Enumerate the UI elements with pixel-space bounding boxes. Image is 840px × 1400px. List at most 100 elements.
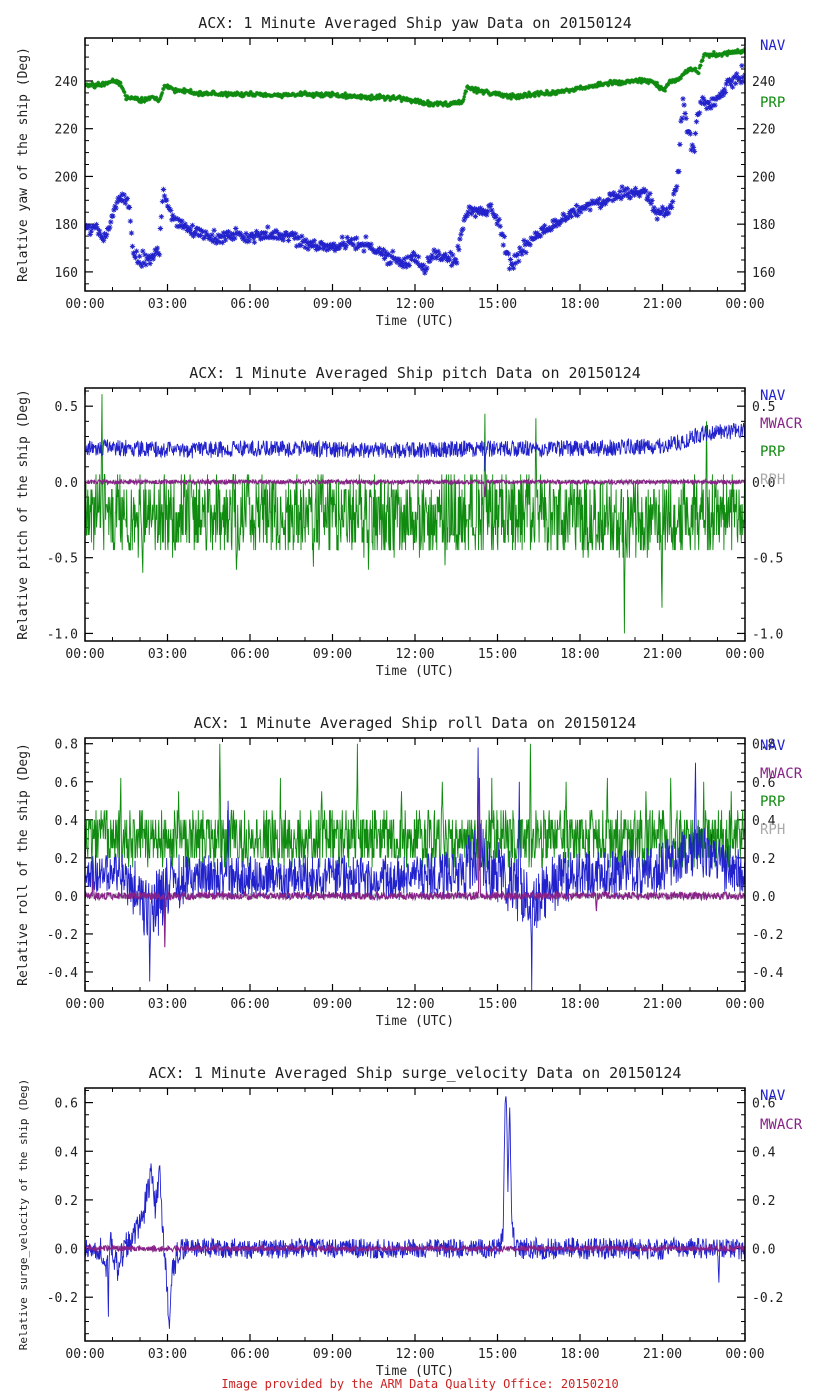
legend-mwacr: MWACR [760,766,803,782]
y-tick-label-right: 0.2 [752,1194,775,1209]
x-tick-label: 00:00 [65,1347,104,1362]
y-tick-label-left: 0.6 [55,1097,78,1112]
y-tick-label-left: 0.2 [55,1194,78,1209]
legend-rph: RPH [760,822,785,838]
x-axis-label: Time (UTC) [376,664,454,679]
y-tick-label-right: 200 [752,170,775,185]
y-tick-label-left: 240 [55,75,78,90]
x-tick-label: 12:00 [395,1347,434,1362]
series-mwacr [85,477,745,498]
legend-nav: NAV [760,388,786,404]
series-prp [85,743,745,868]
series-nav [85,1096,745,1329]
x-tick-label: 15:00 [478,1347,517,1362]
x-tick-label: 21:00 [643,1347,682,1362]
y-tick-label-left: 0.0 [55,476,78,491]
y-tick-label-right: 0.0 [752,890,775,905]
x-tick-label: 03:00 [148,1347,187,1362]
x-tick-label: 21:00 [643,297,682,312]
panel-4: ACX: 1 Minute Averaged Ship surge_veloci… [17,1064,803,1379]
x-tick-label: 00:00 [725,1347,764,1362]
plot-title: ACX: 1 Minute Averaged Ship surge_veloci… [149,1064,682,1082]
x-tick-label: 21:00 [643,647,682,662]
series-mwacr [85,1243,745,1254]
y-tick-label-left: 220 [55,123,78,138]
series-group [85,1096,745,1329]
x-tick-label: 00:00 [725,997,764,1012]
y-tick-label-right: 0.2 [752,852,775,867]
y-tick-label-left: 200 [55,170,78,185]
y-tick-label-left: 0.2 [55,852,78,867]
x-tick-label: 18:00 [560,647,599,662]
y-tick-label-right: 0.0 [752,1243,775,1258]
x-tick-label: 12:00 [395,297,434,312]
legend-mwacr: MWACR [760,416,803,432]
plot-title: ACX: 1 Minute Averaged Ship pitch Data o… [189,364,641,382]
x-axis-label: Time (UTC) [376,314,454,329]
y-axis-label: Relative pitch of the ship (Deg) [16,389,31,639]
y-tick-label-left: -0.2 [47,928,78,943]
y-axis-label: Relative surge_velocity of the ship (Deg… [17,1079,30,1351]
y-tick-label-right: 240 [752,75,775,90]
y-tick-label-left: 0.0 [55,1243,78,1258]
y-tick-label-left: 0.0 [55,890,78,905]
legend-nav: NAV [760,1088,786,1104]
legend-nav: NAV [760,38,786,54]
panel-2: ACX: 1 Minute Averaged Ship pitch Data o… [16,364,803,679]
y-tick-label-right: 0.6 [752,776,775,791]
y-tick-label-left: 0.8 [55,738,78,753]
x-tick-label: 15:00 [478,647,517,662]
series-group [85,394,745,634]
series-group [85,46,745,276]
x-tick-label: 03:00 [148,297,187,312]
x-tick-label: 06:00 [230,1347,269,1362]
series-nav [85,422,745,472]
x-tick-label: 09:00 [313,647,352,662]
x-axis-label: Time (UTC) [376,1364,454,1379]
x-tick-label: 00:00 [725,647,764,662]
legend-prp: PRP [760,95,785,111]
y-tick-label-left: -0.2 [47,1291,78,1306]
x-tick-label: 00:00 [65,647,104,662]
plot-title: ACX: 1 Minute Averaged Ship roll Data on… [194,714,637,732]
x-axis-label: Time (UTC) [376,1014,454,1029]
y-tick-label-right: 180 [752,218,775,233]
x-tick-label: 18:00 [560,1347,599,1362]
x-tick-label: 15:00 [478,997,517,1012]
panel-1: ACX: 1 Minute Averaged Ship yaw Data on … [16,14,786,329]
legend-mwacr: MWACR [760,1117,803,1133]
y-tick-label-right: -0.2 [752,928,783,943]
legend-nav: NAV [760,738,786,754]
series-prp [85,46,745,108]
y-axis-label: Relative yaw of the ship (Deg) [16,47,31,282]
x-tick-label: 00:00 [65,297,104,312]
series-prp [85,394,745,634]
x-tick-label: 06:00 [230,297,269,312]
x-tick-label: 06:00 [230,997,269,1012]
y-tick-label-left: 0.4 [55,1145,79,1160]
x-tick-label: 18:00 [560,297,599,312]
legend-rph: RPH [760,472,785,488]
y-tick-label-left: 0.4 [55,814,79,829]
x-tick-label: 03:00 [148,997,187,1012]
plot-title: ACX: 1 Minute Averaged Ship yaw Data on … [198,14,631,32]
legend-prp: PRP [760,794,785,810]
footer-credit: Image provided by the ARM Data Quality O… [221,1377,619,1391]
x-tick-label: 00:00 [725,297,764,312]
y-tick-label-right: 160 [752,266,775,281]
y-tick-label-left: -0.5 [47,552,78,567]
y-tick-label-right: 0.4 [752,814,776,829]
series-nav [85,747,745,991]
panel-3: ACX: 1 Minute Averaged Ship roll Data on… [16,714,803,1029]
y-tick-label-right: 0.6 [752,1097,775,1112]
x-tick-label: 09:00 [313,997,352,1012]
x-tick-label: 09:00 [313,1347,352,1362]
y-tick-label-left: -1.0 [47,627,78,642]
y-tick-label-right: -0.4 [752,966,783,981]
y-tick-label-right: -1.0 [752,627,783,642]
y-tick-label-left: 180 [55,218,78,233]
x-tick-label: 09:00 [313,297,352,312]
series-group [85,743,745,991]
x-tick-label: 12:00 [395,647,434,662]
